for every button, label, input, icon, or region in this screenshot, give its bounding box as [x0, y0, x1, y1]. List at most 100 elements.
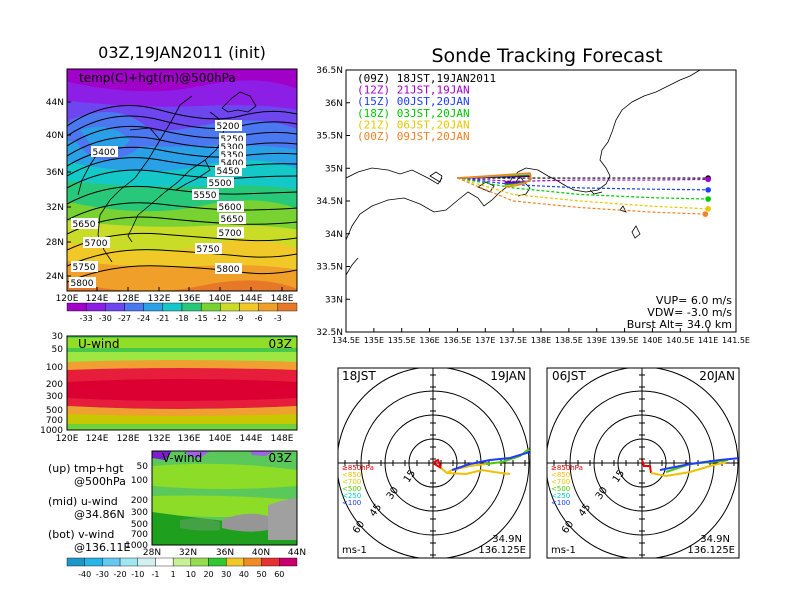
lat-label: 40N — [252, 548, 270, 558]
legend-entry: (00Z) 09JST,20JAN — [357, 130, 470, 143]
track-descent — [457, 177, 709, 182]
lon-label: 139E — [587, 336, 607, 345]
lon-label: 137.5E — [499, 336, 527, 345]
contour-label-bg — [217, 201, 244, 212]
lat-label: 35N — [325, 164, 343, 174]
landing-point — [705, 187, 711, 193]
contour-label: 5550 — [194, 191, 217, 201]
level-label: 500 — [46, 406, 63, 416]
colorbar-label: 50 — [257, 570, 267, 579]
level-label: 30 — [52, 332, 64, 342]
colorbar-swatch — [261, 557, 280, 567]
legend-bot-lon: @136.11E — [74, 541, 130, 554]
lat-label: 34.5N — [316, 197, 343, 207]
colorbar-swatch — [258, 302, 279, 312]
map-lat-labels: 44N 40N 36N 32N 28N 24N — [46, 98, 71, 282]
lat-label: 35.5N — [316, 132, 343, 142]
colorbar-label: -30 — [99, 314, 112, 323]
lat-label: 28N — [143, 548, 161, 558]
contour-label-bg — [71, 218, 98, 229]
height-contour — [67, 232, 297, 251]
colorbar-label: -30 — [96, 570, 109, 579]
param-burst: Burst Alt= 34.0 km — [627, 318, 732, 331]
legend-entry: (18Z) 03JST,20JAN — [357, 107, 470, 120]
hodo1-lon: 136.125E — [478, 545, 526, 556]
colorbar-label: -40 — [78, 570, 91, 579]
hodo-ring-label: 45 — [368, 502, 384, 519]
param-vdw: VDW= -3.0 m/s — [647, 306, 732, 319]
hodograph-20jan-trace — [641, 457, 739, 478]
contour-label: 5800 — [71, 279, 94, 289]
lon-label: 148E — [271, 434, 294, 444]
colorbar-label: -21 — [156, 314, 169, 323]
hodo-legend-entry: <500 — [342, 485, 361, 493]
lat-label: 32N — [179, 548, 197, 558]
height-contour — [67, 105, 297, 127]
contour-label-bg — [219, 157, 246, 168]
track-params: VUP= 6.0 m/s VDW= -3.0 m/s Burst Alt= 34… — [627, 294, 733, 331]
level-label: 700 — [46, 416, 63, 426]
track-title: Sonde Tracking Forecast — [431, 45, 662, 67]
lon-label: 134.5E — [332, 336, 360, 345]
colorbar-label: -10 — [131, 570, 144, 579]
lon-label: 135.5E — [388, 336, 416, 345]
hodo1-time: 18JST — [342, 369, 376, 383]
hodo-ring-label: 45 — [577, 502, 593, 519]
legend-entry: (21Z) 06JST,20JAN — [357, 118, 470, 131]
track-descent — [457, 177, 706, 215]
legend-entry: (15Z) 00JST,20JAN — [357, 95, 470, 108]
hodo-legend-entry: <850 — [342, 471, 361, 479]
contour-label: 5800 — [217, 265, 240, 275]
track-lines — [457, 172, 711, 217]
lon-label: 124E — [86, 294, 109, 304]
hodo-legend-entry: <250 — [342, 492, 361, 500]
lon-label: 141.5E — [722, 336, 750, 345]
lat-label: 28N — [46, 238, 64, 248]
contour-label-bg — [215, 263, 242, 274]
contour-label: 5250 — [221, 135, 244, 145]
contour-label: 5200 — [217, 122, 240, 132]
level-label: 700 — [131, 530, 148, 540]
track-descent — [457, 177, 709, 191]
legend-mid-lat: @34.86N — [74, 508, 125, 521]
colorbar-swatch — [66, 302, 87, 312]
level-label: 1000 — [40, 426, 63, 436]
hodo2-lon: 136.125E — [687, 545, 735, 556]
lon-label: 135E — [364, 336, 384, 345]
track-descent — [457, 177, 709, 210]
colorbar-label: -3 — [274, 314, 282, 323]
colorbar-swatch — [143, 302, 164, 312]
contour-label: 5750 — [197, 245, 220, 255]
level-label: 50 — [52, 345, 64, 355]
contour-label-bg — [215, 165, 242, 176]
lat-label: 40N — [46, 131, 64, 141]
lon-label: 124E — [86, 434, 109, 444]
contour-label: 5350 — [221, 151, 244, 161]
lon-label: 136E — [178, 294, 201, 304]
track-lat-labels: 36.5N 36N 35.5N 35N 34.5N 34N 33.5N 33N 32.5N — [316, 66, 350, 338]
left-legend: (up) tmp+hgt @500hPa (mid) u-wind @34.86… — [48, 462, 130, 554]
lon-label: 140E — [209, 434, 232, 444]
vwind-lat-labels: 28N 32N 36N 40N 44N — [143, 548, 306, 558]
level-label: 200 — [131, 496, 148, 506]
contour-labels: 5200525053005350540054505500555056005650… — [69, 120, 246, 289]
map-lon-labels: 120E 124E 128E 132E 136E 140E 144E 148E — [56, 287, 294, 304]
hodo-legend-entry: <100 — [342, 499, 361, 507]
height-contour — [67, 115, 297, 137]
lon-label: 138.5E — [555, 336, 583, 345]
lat-label: 34N — [325, 230, 343, 240]
colorbar-label: 10 — [186, 570, 196, 579]
colorbar-swatch — [66, 557, 85, 567]
hodo2-unit: ms-1 — [551, 545, 576, 556]
hodo2-date: 20JAN — [699, 369, 735, 383]
contour-label: 5700 — [85, 239, 108, 249]
param-vup: VUP= 6.0 m/s — [656, 294, 732, 307]
lon-label: 136.5E — [443, 336, 471, 345]
colorbar-label: -33 — [80, 314, 93, 323]
colorbar-swatch — [200, 302, 221, 312]
lat-label: 36N — [46, 168, 64, 178]
map-frame — [66, 68, 298, 292]
legend-up-level: @500hPa — [74, 475, 126, 488]
